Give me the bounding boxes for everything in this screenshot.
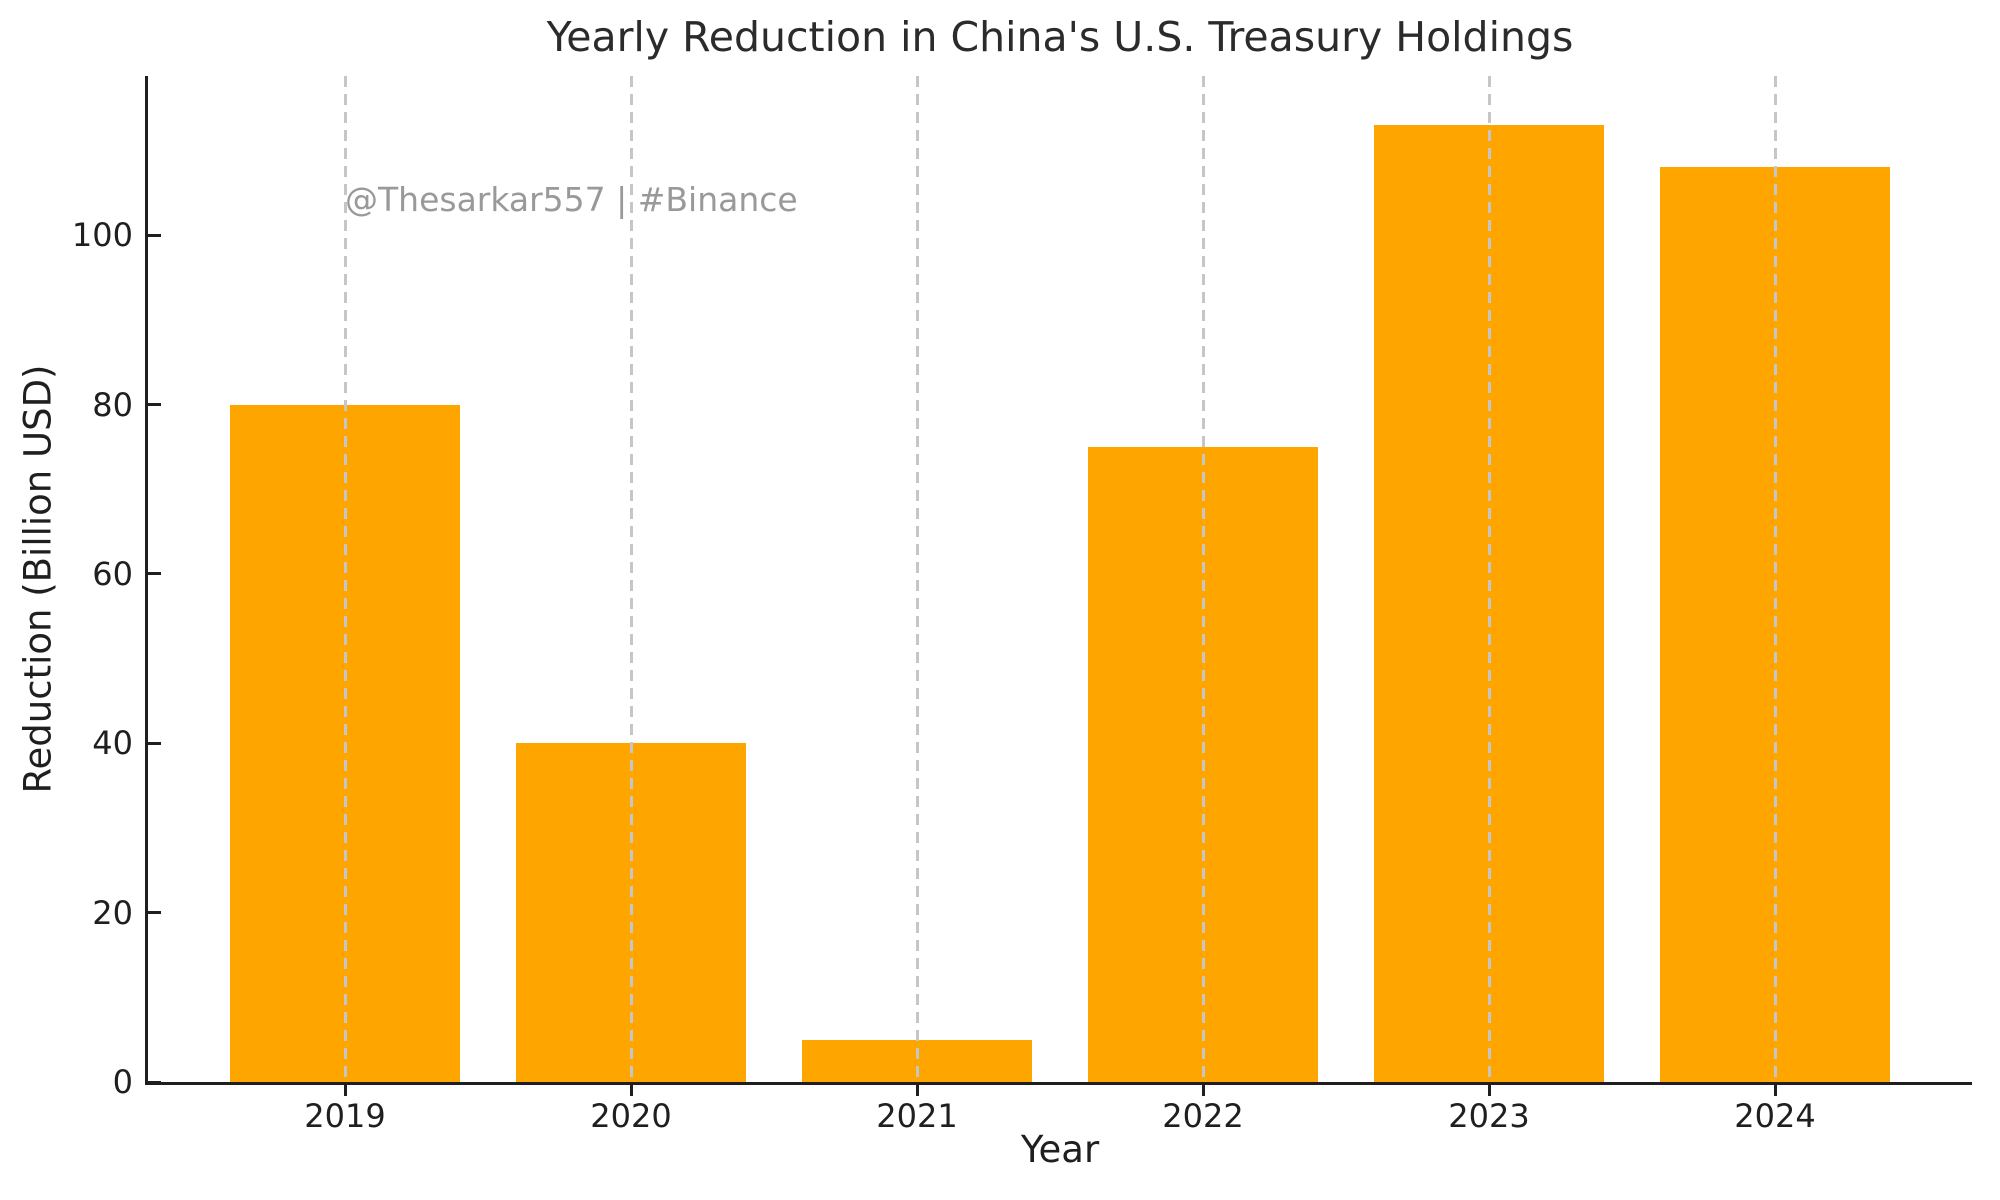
gridline-2023 xyxy=(1487,76,1491,1082)
y-tick-mark-20 xyxy=(148,911,161,915)
x-tick-mark-2020 xyxy=(629,1085,633,1096)
y-tick-label-20: 20 xyxy=(92,893,133,932)
y-tick-label-100: 100 xyxy=(71,216,133,255)
x-tick-label-2022: 2022 xyxy=(1162,1097,1244,1135)
x-tick-mark-2019 xyxy=(343,1085,347,1096)
y-tick-mark-40 xyxy=(148,741,161,745)
gridline-2020 xyxy=(629,76,633,1082)
chart-title: Yearly Reduction in China's U.S. Treasur… xyxy=(546,13,1574,61)
watermark-text: @Thesarkar557 | #Binance xyxy=(345,180,798,219)
x-tick-label-2019: 2019 xyxy=(304,1097,386,1135)
gridline-2024 xyxy=(1773,76,1777,1082)
x-tick-label-2020: 2020 xyxy=(590,1097,672,1135)
x-tick-label-2021: 2021 xyxy=(876,1097,958,1135)
y-tick-label-80: 80 xyxy=(92,385,133,424)
x-axis-label: Year xyxy=(1020,1128,1100,1171)
gridline-2022 xyxy=(1201,76,1205,1082)
x-tick-label-2024: 2024 xyxy=(1734,1097,1816,1135)
y-tick-label-0: 0 xyxy=(112,1063,133,1101)
x-tick-mark-2021 xyxy=(915,1085,919,1096)
x-tick-mark-2022 xyxy=(1201,1085,1205,1096)
y-tick-mark-100 xyxy=(148,233,161,237)
y-tick-label-40: 40 xyxy=(92,724,133,763)
x-tick-mark-2023 xyxy=(1487,1085,1491,1096)
plot-area: 2019 2020 2021 2022 2023 2024 0 20 40 60 80 100 xyxy=(72,76,1972,1135)
y-tick-mark-80 xyxy=(148,403,161,407)
x-tick-label-2023: 2023 xyxy=(1448,1097,1530,1135)
gridline-2019 xyxy=(343,76,347,1082)
y-tick-mark-60 xyxy=(148,572,161,576)
y-tick-mark-0 xyxy=(148,1080,161,1084)
y-tick-label-60: 60 xyxy=(92,554,133,593)
x-tick-mark-2024 xyxy=(1773,1085,1777,1096)
gridline-2021 xyxy=(915,76,919,1082)
